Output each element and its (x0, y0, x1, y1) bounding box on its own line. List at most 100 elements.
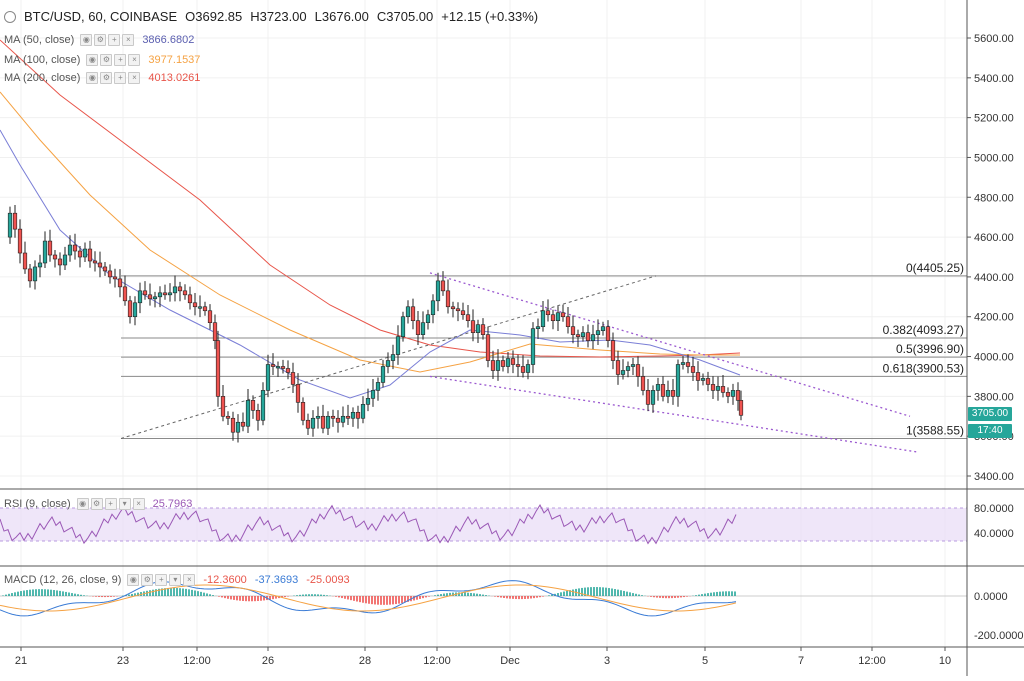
ma200-legend[interactable]: MA (200, close) ◉ ⚙ + × 4013.0261 (4, 72, 200, 84)
settings-icon[interactable]: ⚙ (100, 72, 112, 84)
candle-body (311, 418, 315, 428)
candle-body (158, 293, 162, 297)
macd-histogram-bar (155, 589, 157, 596)
macd-histogram-bar (398, 596, 400, 604)
add-icon[interactable]: + (108, 34, 120, 46)
macd-histogram-bar (377, 596, 379, 605)
candle-body (78, 251, 82, 257)
eye-icon[interactable]: ◉ (127, 574, 139, 586)
macd-histogram-bar (320, 595, 322, 596)
candle-body (331, 416, 335, 418)
macd-histogram-bar (635, 594, 637, 596)
more-icon[interactable]: ▾ (169, 574, 181, 586)
macd-histogram-bar (725, 591, 727, 596)
macd-histogram-bar (65, 592, 67, 596)
macd-controls[interactable]: ◉ ⚙ + ▾ × (127, 574, 195, 586)
add-icon[interactable]: + (114, 54, 126, 66)
settings-icon[interactable]: ⚙ (141, 574, 153, 586)
candle-body (391, 355, 395, 361)
candle-body (221, 396, 225, 416)
macd-histogram-bar (704, 594, 706, 596)
macd-histogram-bar (446, 593, 448, 596)
time-tick-label: 12:00 (423, 655, 451, 667)
close-icon[interactable]: × (128, 54, 140, 66)
time-tick-label: 5 (702, 655, 708, 667)
candle-body (716, 386, 720, 390)
ma200-controls[interactable]: ◉ ⚙ + × (86, 72, 140, 84)
candle-body (536, 327, 540, 329)
candle-body (521, 367, 525, 373)
macd-histogram-bar (167, 588, 169, 596)
macd-histogram-bar (710, 593, 712, 596)
countdown-badge: 17:40 (968, 424, 1012, 438)
close-icon[interactable]: × (183, 574, 195, 586)
candle-body (113, 277, 117, 279)
macd-histogram-bar (317, 594, 319, 596)
symbol-label[interactable]: BTC/USD, 60, COINBASE (24, 9, 177, 24)
settings-icon[interactable]: ⚙ (100, 54, 112, 66)
candle-body (38, 263, 42, 267)
time-tick-label: 10 (939, 655, 951, 667)
candle-body (541, 311, 545, 327)
macd-histogram-bar (230, 596, 232, 599)
macd-histogram-bar (659, 596, 661, 598)
ma100-controls[interactable]: ◉ ⚙ + × (86, 54, 140, 66)
macd-histogram-bar (338, 596, 340, 597)
eye-icon[interactable]: ◉ (86, 72, 98, 84)
macd-histogram-bar (305, 594, 307, 596)
macd-histogram-bar (308, 594, 310, 596)
macd-histogram-bar (464, 593, 466, 596)
candle-body (118, 279, 122, 287)
candle-body (296, 384, 300, 402)
macd-histogram-bar (365, 596, 367, 603)
macd-histogram-bar (590, 587, 592, 596)
ma50-legend[interactable]: MA (50, close) ◉ ⚙ + × 3866.6802 (4, 34, 194, 46)
settings-icon[interactable]: ⚙ (94, 34, 106, 46)
candle-body (88, 249, 92, 261)
settings-icon[interactable]: ⚙ (91, 498, 103, 510)
ma100-legend[interactable]: MA (100, close) ◉ ⚙ + × 3977.1537 (4, 54, 200, 66)
fib-label: 0.5(3996.90) (896, 342, 964, 356)
macd-histogram-bar (302, 595, 304, 596)
change-value: +12.15 (+0.33%) (441, 9, 538, 24)
price-tick-label: 4400.00 (974, 272, 1014, 284)
macd-histogram-bar (662, 596, 664, 598)
eye-icon[interactable]: ◉ (80, 34, 92, 46)
eye-icon[interactable]: ◉ (86, 54, 98, 66)
rsi-legend[interactable]: RSI (9, close) ◉ ⚙ + ▾ × 25.7963 (4, 498, 192, 510)
candle-body (43, 241, 47, 263)
candle-body (646, 390, 650, 404)
macd-histogram-bar (665, 596, 667, 598)
close-icon[interactable]: × (133, 498, 145, 510)
candle-body (721, 386, 725, 392)
macd-histogram-bar (179, 588, 181, 596)
macd-histogram-bar (11, 593, 13, 596)
add-icon[interactable]: + (105, 498, 117, 510)
rsi-controls[interactable]: ◉ ⚙ + ▾ × (77, 498, 145, 510)
candle-body (208, 311, 212, 323)
macd-histogram-bar (422, 596, 424, 598)
candle-body (386, 361, 390, 367)
macd-histogram-bar (71, 593, 73, 596)
eye-icon[interactable]: ◉ (77, 498, 89, 510)
candle-body (711, 384, 715, 390)
time-tick-label: 26 (262, 655, 274, 667)
ma50-controls[interactable]: ◉ ⚙ + × (80, 34, 134, 46)
candle-body (58, 259, 62, 265)
macd-histogram-bar (272, 596, 274, 599)
macd-histogram-bar (674, 596, 676, 598)
candle-body (276, 367, 280, 369)
macd-legend[interactable]: MACD (12, 26, close, 9) ◉ ⚙ + ▾ × -12.36… (4, 574, 350, 586)
candle-body (651, 390, 655, 404)
macd-histogram-bar (443, 594, 445, 596)
macd-histogram-bar (212, 595, 214, 596)
close-icon[interactable]: × (122, 34, 134, 46)
macd-histogram-bar (311, 594, 313, 596)
add-icon[interactable]: + (155, 574, 167, 586)
candle-body (108, 271, 112, 277)
close-icon[interactable]: × (128, 72, 140, 84)
add-icon[interactable]: + (114, 72, 126, 84)
more-icon[interactable]: ▾ (119, 498, 131, 510)
macd-histogram-bar (17, 592, 19, 596)
